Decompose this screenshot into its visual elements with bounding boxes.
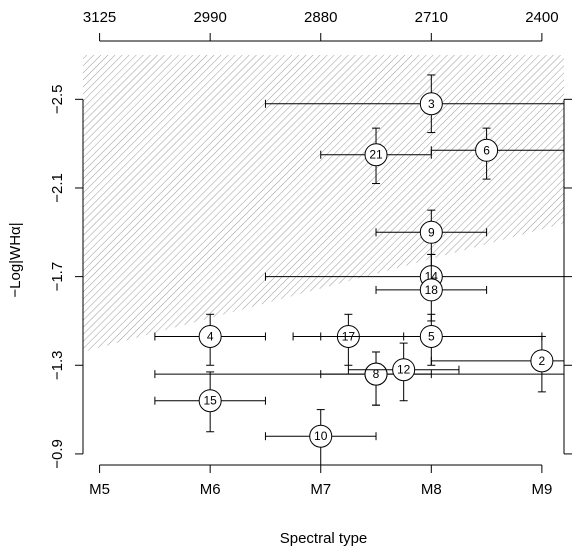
- data-point: 8: [320, 351, 432, 406]
- point-label: 12: [397, 363, 411, 377]
- data-point: 17: [292, 313, 405, 366]
- point-marker: [198, 389, 222, 413]
- top-tick-label: 2880: [304, 9, 337, 26]
- point-marker: [364, 362, 388, 386]
- data-series: 32169141841752198121510: [154, 74, 564, 465]
- point-marker: [475, 138, 499, 162]
- y-axis-title: −Log|WHα|: [7, 222, 24, 297]
- point-label: 10: [314, 429, 328, 443]
- point-label: 5: [428, 329, 435, 343]
- point-marker: [419, 92, 443, 116]
- x-tick-label: M5: [89, 481, 110, 498]
- top-tick-label: 3125: [83, 9, 116, 26]
- y-tick-label: −1.3: [49, 350, 66, 380]
- point-marker: [364, 143, 388, 167]
- data-point: 21: [320, 127, 432, 185]
- plot-area: 32169141841752198121510: [83, 55, 564, 465]
- x-tick-label: M6: [200, 481, 221, 498]
- point-label: 4: [207, 329, 214, 343]
- y-tick-label: −2.5: [49, 85, 66, 115]
- point-label: 6: [483, 143, 490, 157]
- y-tick-label: −0.9: [49, 439, 66, 469]
- point-label: 21: [369, 148, 383, 162]
- point-marker: [198, 324, 222, 348]
- point-marker: [309, 424, 333, 448]
- data-point: 5: [320, 313, 543, 366]
- top-tick-label: 2400: [525, 9, 558, 26]
- data-point: 9: [375, 209, 488, 255]
- point-label: 3: [428, 97, 435, 111]
- data-point: 4: [154, 313, 266, 366]
- point-marker: [392, 358, 416, 382]
- x-tick-label: M8: [421, 481, 442, 498]
- point-label: 9: [428, 225, 435, 239]
- point-label: 15: [203, 394, 217, 408]
- y-tick-label: −1.7: [49, 262, 66, 292]
- data-point: 15: [154, 371, 266, 433]
- point-marker: [419, 220, 443, 244]
- x-tick-label: M9: [531, 481, 552, 498]
- data-point: 12: [347, 342, 460, 402]
- top-tick-label: 2710: [415, 9, 448, 26]
- point-marker: [530, 349, 554, 373]
- x-tick-label: M7: [310, 481, 331, 498]
- data-point: 18: [375, 253, 488, 322]
- x-axis-title: Spectral type: [280, 530, 368, 547]
- top-tick-label: 2990: [193, 9, 226, 26]
- point-label: 2: [539, 354, 546, 368]
- data-point: 10: [264, 409, 377, 465]
- data-point: 3: [264, 74, 564, 134]
- point-label: 18: [425, 283, 439, 297]
- y-tick-label: −2.1: [49, 173, 66, 203]
- point-label: 8: [373, 367, 380, 381]
- point-marker: [419, 324, 443, 348]
- data-point: 6: [430, 127, 564, 180]
- data-point: 2: [430, 335, 564, 393]
- point-marker: [419, 278, 443, 302]
- shaded-region: [83, 55, 564, 352]
